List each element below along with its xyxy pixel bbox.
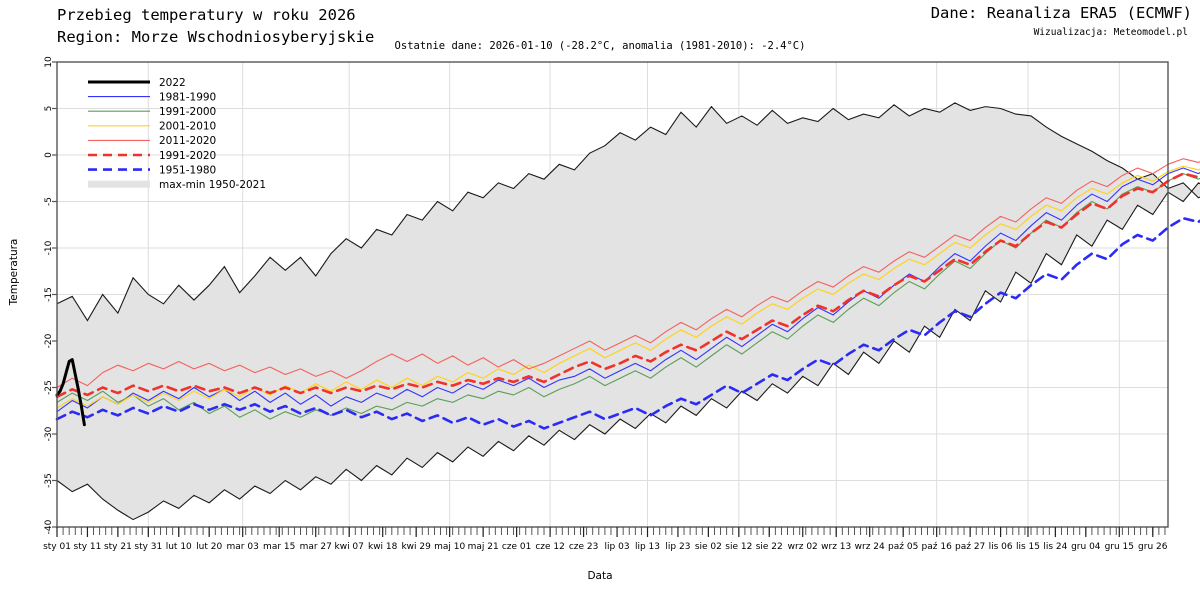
svg-text:-40: -40 bbox=[44, 519, 54, 534]
svg-text:mar 27: mar 27 bbox=[300, 542, 332, 552]
svg-text:max-min 1950-2021: max-min 1950-2021 bbox=[159, 179, 266, 191]
svg-text:sty 11: sty 11 bbox=[74, 542, 102, 552]
svg-text:kwi 29: kwi 29 bbox=[401, 542, 431, 552]
svg-text:2011-2020: 2011-2020 bbox=[159, 135, 216, 147]
svg-text:maj 21: maj 21 bbox=[468, 542, 499, 552]
svg-text:2022: 2022 bbox=[159, 77, 186, 89]
svg-text:paź 16: paź 16 bbox=[922, 542, 953, 552]
svg-text:gru 04: gru 04 bbox=[1071, 542, 1101, 552]
svg-text:wrz 24: wrz 24 bbox=[855, 542, 885, 552]
svg-text:-15: -15 bbox=[44, 287, 54, 302]
svg-text:gru 26: gru 26 bbox=[1138, 542, 1168, 552]
svg-text:-5: -5 bbox=[44, 197, 54, 206]
visualization-credit-label: Wizualizacja: Meteomodel.pl bbox=[1033, 27, 1188, 38]
svg-text:maj 10: maj 10 bbox=[434, 542, 465, 552]
svg-text:sty 01: sty 01 bbox=[43, 542, 71, 552]
svg-text:cze 01: cze 01 bbox=[502, 542, 532, 552]
svg-text:sty 31: sty 31 bbox=[134, 542, 162, 552]
svg-text:sie 12: sie 12 bbox=[725, 542, 752, 552]
region-subtitle: Region: Morze Wschodniosyberyjskie bbox=[57, 28, 375, 46]
source-block: Dane: Reanaliza ERA5 (ECMWF) Wizualizacj… bbox=[931, 4, 1192, 38]
page-title: Przebieg temperatury w roku 2026 bbox=[57, 6, 356, 24]
svg-text:cze 23: cze 23 bbox=[569, 542, 599, 552]
svg-text:lip 03: lip 03 bbox=[605, 542, 630, 552]
svg-text:lut 10: lut 10 bbox=[166, 542, 192, 552]
svg-text:sie 22: sie 22 bbox=[756, 542, 783, 552]
svg-text:mar 15: mar 15 bbox=[263, 542, 295, 552]
svg-text:2001-2010: 2001-2010 bbox=[159, 121, 216, 133]
svg-text:1991-2020: 1991-2020 bbox=[159, 150, 216, 162]
svg-text:cze 12: cze 12 bbox=[535, 542, 565, 552]
svg-text:mar 03: mar 03 bbox=[227, 542, 259, 552]
svg-text:kwi 07: kwi 07 bbox=[335, 542, 364, 552]
svg-text:1981-1990: 1981-1990 bbox=[159, 91, 216, 103]
minmax-band bbox=[56, 102, 1200, 521]
chart-title-block: Przebieg temperatury w roku 2026 Region:… bbox=[57, 4, 374, 48]
x-axis-ticks: sty 01 sty 11 sty 21 sty 31 lut 10 lut 20 mar … bbox=[43, 527, 1168, 552]
data-source-label: Dane: Reanaliza ERA5 (ECMWF) bbox=[930, 4, 1192, 22]
svg-text:paź 05: paź 05 bbox=[888, 542, 918, 552]
svg-text:sie 02: sie 02 bbox=[695, 542, 722, 552]
svg-text:wrz 02: wrz 02 bbox=[788, 542, 818, 552]
svg-text:paź 27: paź 27 bbox=[955, 542, 985, 552]
svg-text:lis 15: lis 15 bbox=[1016, 542, 1040, 552]
svg-text:lis 06: lis 06 bbox=[989, 542, 1013, 552]
svg-text:-20: -20 bbox=[44, 333, 54, 348]
svg-text:1991-2000: 1991-2000 bbox=[159, 106, 216, 118]
svg-text:sty 21: sty 21 bbox=[104, 542, 132, 552]
svg-text:1951-1980: 1951-1980 bbox=[159, 164, 216, 176]
svg-text:-35: -35 bbox=[44, 473, 54, 488]
svg-text:0: 0 bbox=[44, 152, 54, 158]
svg-text:10: 10 bbox=[44, 56, 54, 68]
x-axis-title: Data bbox=[587, 570, 613, 582]
series-lines bbox=[55, 158, 1200, 430]
chart-legend: 2022 1981-1990 1991-2000 2001-2010 2011-2020… bbox=[88, 77, 266, 191]
svg-text:-10: -10 bbox=[44, 240, 54, 255]
latest-data-caption: Ostatnie dane: 2026-01-10 (-28.2°C, anom… bbox=[394, 40, 806, 52]
svg-text:5: 5 bbox=[44, 106, 54, 112]
svg-text:wrz 13: wrz 13 bbox=[821, 542, 851, 552]
svg-text:kwi 18: kwi 18 bbox=[368, 542, 398, 552]
svg-text:lip 23: lip 23 bbox=[665, 542, 690, 552]
svg-text:lip 13: lip 13 bbox=[635, 542, 660, 552]
svg-text:lis 24: lis 24 bbox=[1043, 542, 1067, 552]
svg-text:-30: -30 bbox=[44, 426, 54, 441]
svg-text:gru 15: gru 15 bbox=[1105, 542, 1134, 552]
svg-text:-25: -25 bbox=[44, 380, 54, 395]
svg-text:lut 20: lut 20 bbox=[196, 542, 222, 552]
y-axis-ticks: 10 5 0 -5 -10 -15 -20 -25 -30 -35 -40 bbox=[44, 56, 57, 534]
